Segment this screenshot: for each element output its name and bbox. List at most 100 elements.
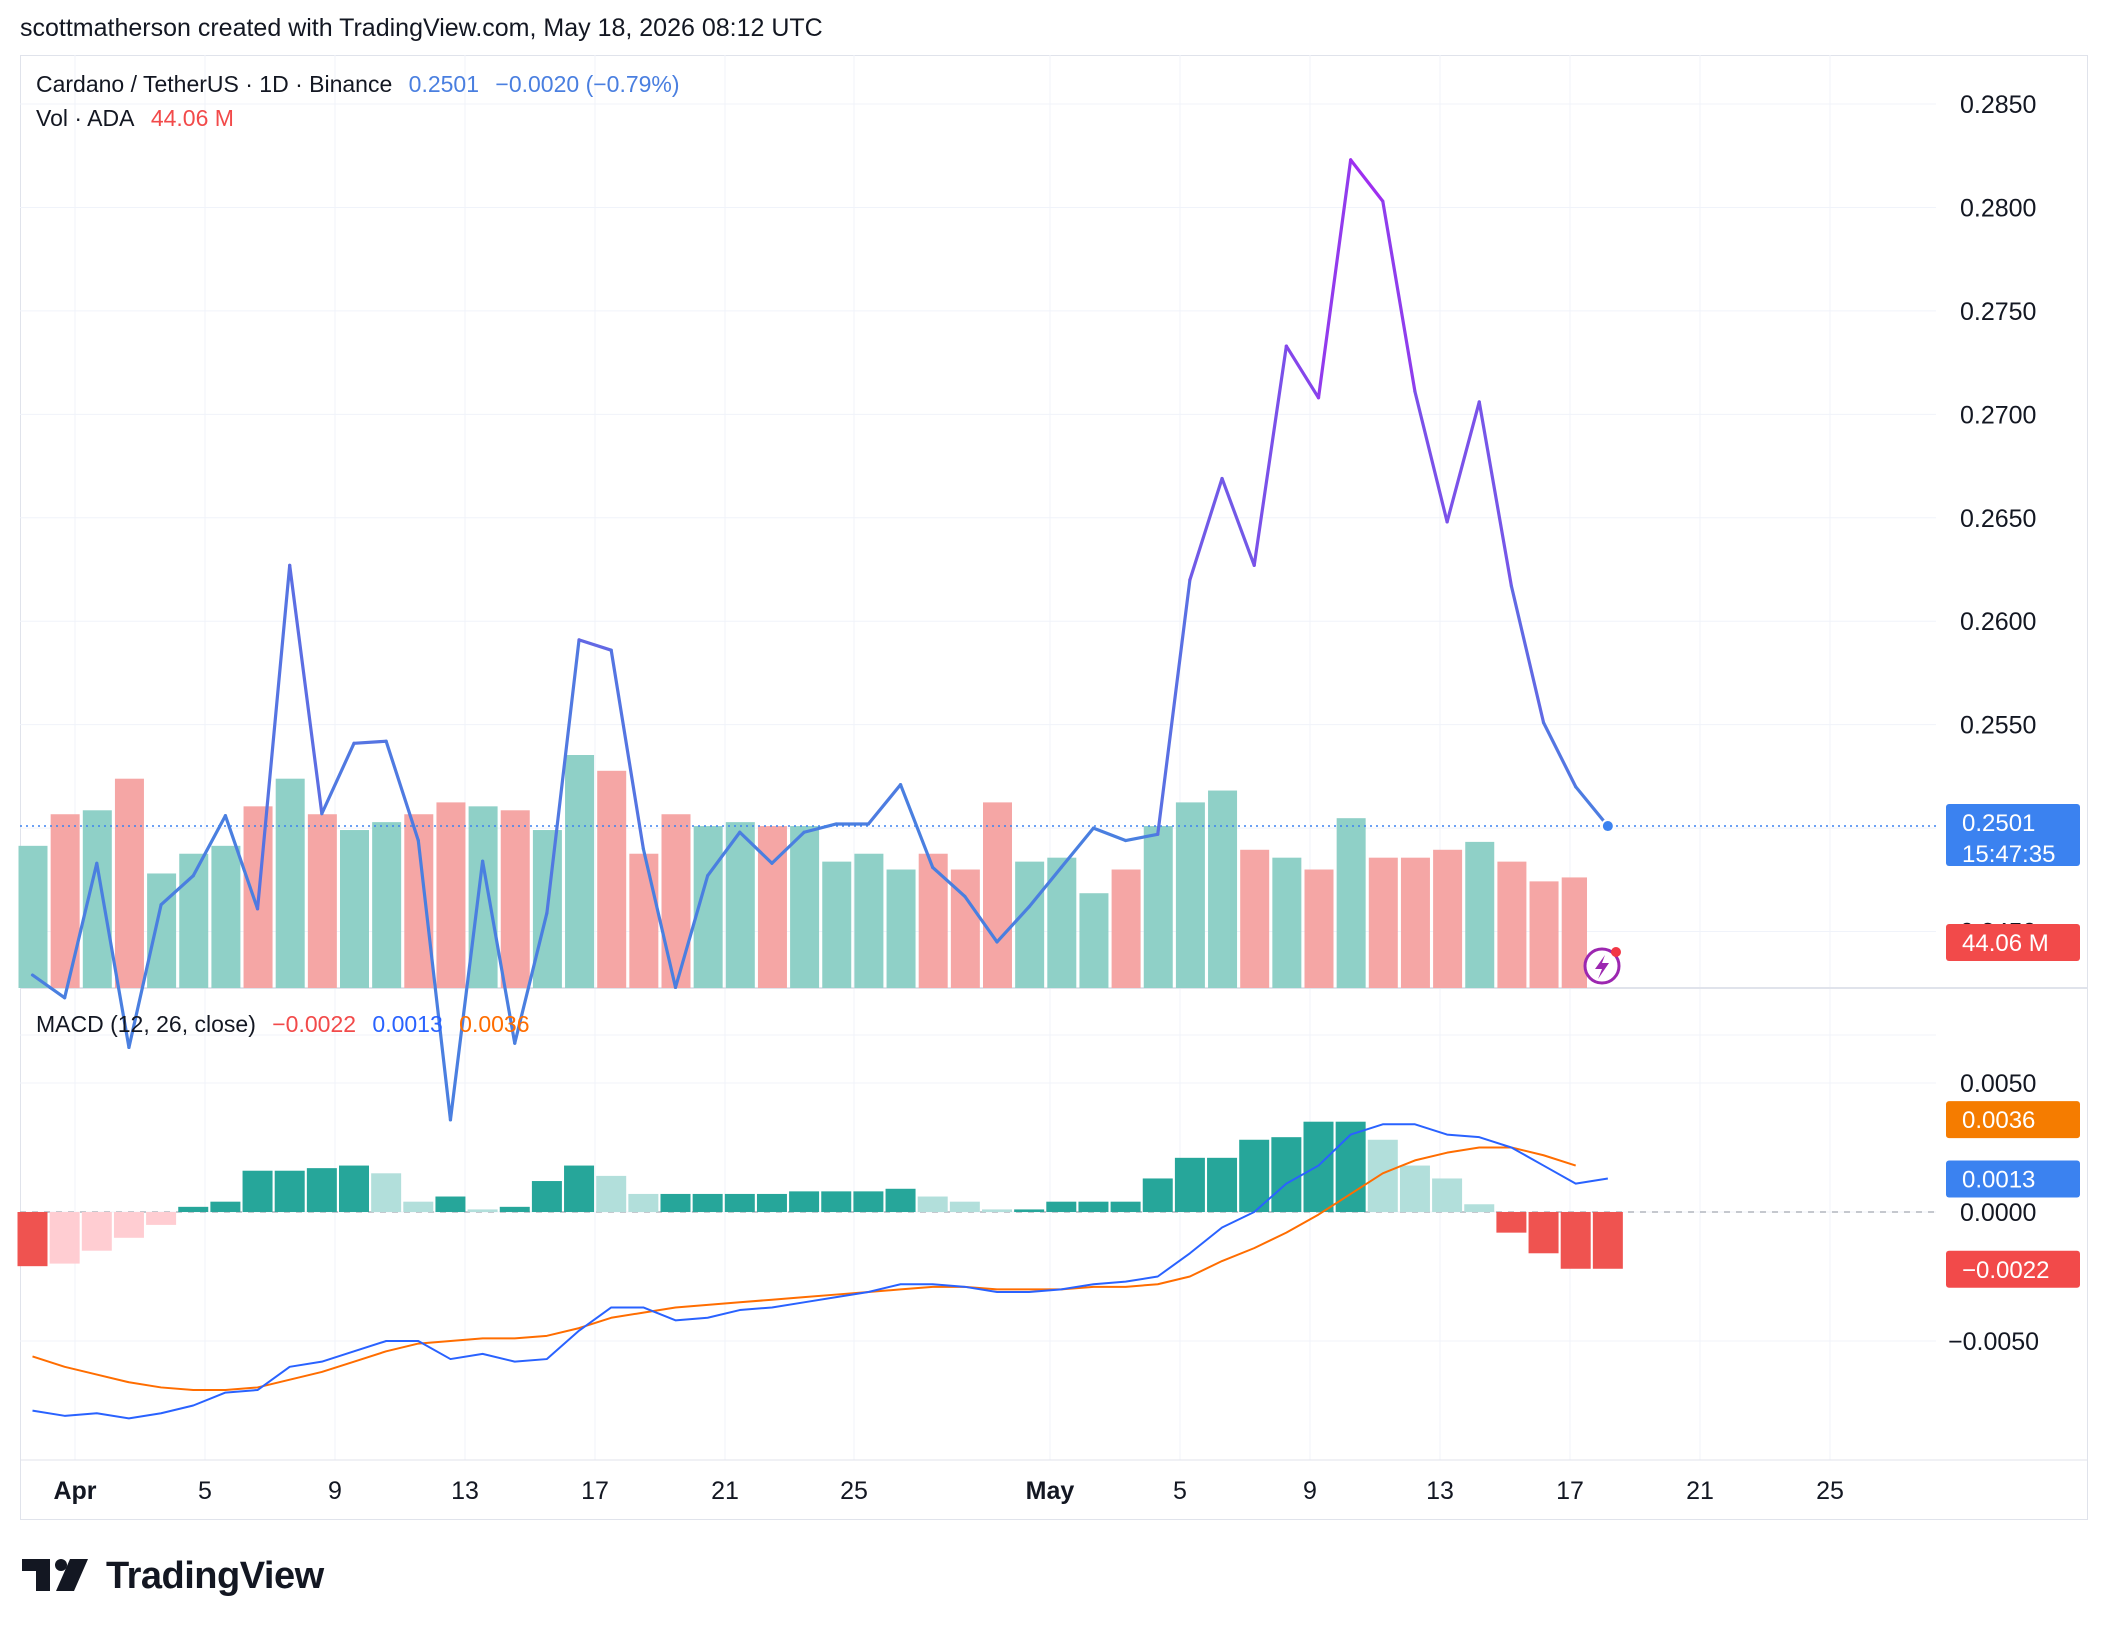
macd-histogram-bar <box>1432 1178 1463 1212</box>
time-axis-label: 25 <box>1816 1477 1844 1505</box>
price-line-segment <box>223 814 260 911</box>
price-line-segment <box>1445 400 1481 524</box>
macd-histogram-bar <box>1142 1178 1173 1212</box>
histogram-tag: −0.0022 <box>1946 1250 2080 1288</box>
volume-bar <box>147 873 177 988</box>
price-line-segment <box>1091 826 1128 843</box>
price-axis-label: 0.2850 <box>1960 91 2036 119</box>
price-line-segment <box>127 903 163 1050</box>
brand-name: TradingView <box>106 1555 324 1597</box>
macd-histogram-bar <box>1110 1201 1141 1212</box>
macd-histogram-bar <box>1174 1157 1205 1212</box>
volume-bar <box>1465 841 1495 988</box>
macd-histogram-bar <box>692 1193 723 1212</box>
lightning-icon-bolt <box>1595 955 1609 979</box>
volume-bar <box>1497 861 1527 988</box>
signal-line <box>32 1146 1577 1392</box>
price-line-segment <box>1027 865 1063 909</box>
price-line-segment <box>384 739 420 843</box>
last-price-tag: 0.2501 15:47:35 <box>1946 804 2080 868</box>
macd-histogram-bar <box>371 1173 402 1212</box>
macd-histogram-bar <box>660 1193 691 1212</box>
volume-bar <box>565 755 595 988</box>
price-line-segment <box>63 861 99 1000</box>
lightning-icon[interactable] <box>1583 947 1621 985</box>
price-line-segment <box>191 814 227 878</box>
macd-histogram-bar <box>49 1212 80 1264</box>
signal-tag: 0.0036 <box>1946 1101 2080 1139</box>
volume-bar <box>983 802 1012 988</box>
price-line-segment <box>159 874 195 907</box>
price-line-segment <box>1349 158 1385 203</box>
macd-histogram-bar <box>949 1201 980 1212</box>
time-axis-label: 13 <box>1426 1477 1454 1505</box>
volume-bar <box>1143 826 1173 988</box>
price-axis-label: 0.2700 <box>1960 401 2036 429</box>
price-line-segment <box>288 563 324 816</box>
price-line-segment <box>1477 400 1514 588</box>
time-axis-label: 17 <box>1556 1477 1584 1505</box>
macd-histogram-bar <box>756 1193 787 1212</box>
macd-line <box>32 1123 1609 1420</box>
macd-histogram-bar <box>178 1206 209 1212</box>
price-axis-label: 0.2650 <box>1960 505 2036 533</box>
macd-line-value: 0.0013 <box>372 1011 443 1037</box>
macd-axis-label: −0.0050 <box>1948 1328 2039 1356</box>
price-line-segment <box>481 859 517 1045</box>
macd-histogram-bar <box>1078 1201 1109 1212</box>
macd-histogram-bar <box>435 1196 466 1212</box>
macd-tag-text: 0.0013 <box>1962 1166 2035 1193</box>
price-axis-label: 0.2800 <box>1960 194 2036 222</box>
tradingview-logo[interactable]: TradingView <box>22 1555 324 1598</box>
volume-bar <box>340 830 369 988</box>
macd-histogram-bar <box>81 1212 112 1251</box>
volume-bar <box>790 826 820 988</box>
macd-histogram-bar <box>499 1206 530 1212</box>
volume-bar <box>1175 802 1205 988</box>
macd-histogram-bar <box>306 1168 337 1212</box>
macd-histogram-bar <box>628 1193 659 1212</box>
histogram-tag-bg <box>1946 1250 2080 1288</box>
macd-axis-label: 0.0050 <box>1960 1070 2036 1098</box>
macd-histogram-bar <box>1014 1209 1045 1212</box>
price-line-segment <box>866 783 903 826</box>
time-axis-label: 25 <box>840 1477 868 1505</box>
chart-canvas[interactable]: 0.24500.25000.25500.26000.26500.27000.27… <box>0 0 2108 1520</box>
time-axis-label: 5 <box>1173 1477 1187 1505</box>
volume-bar <box>18 845 48 988</box>
macd-histogram-bar <box>1592 1212 1623 1269</box>
time-axis-label: 21 <box>711 1477 739 1505</box>
volume-bar <box>275 778 305 988</box>
last-price-tag-text: 15:47:35 <box>1962 841 2055 868</box>
macd-histogram-bar <box>596 1175 627 1212</box>
price-line-segment <box>1381 199 1417 394</box>
volume-bar <box>1111 869 1141 988</box>
chart-frame <box>20 55 2088 1520</box>
price-line-segment <box>1316 158 1353 400</box>
volume-bar <box>1368 857 1398 988</box>
last-price-marker <box>1600 819 1615 834</box>
volume-bar <box>918 853 948 988</box>
symbol-legend: Cardano / TetherUS · 1D · Binance 0.2501… <box>36 71 690 98</box>
volume-bar <box>629 853 659 988</box>
volume-bar <box>822 861 852 988</box>
price-axis-label: 0.2750 <box>1960 298 2036 326</box>
tradingview-logo-icon <box>22 1558 88 1591</box>
macd-histogram-bar <box>339 1165 369 1212</box>
macd-histogram-bar <box>17 1212 48 1267</box>
volume-bar <box>1433 849 1463 988</box>
price-line-segment <box>995 905 1031 944</box>
time-axis-label: Apr <box>53 1477 96 1505</box>
volume-tag-bg <box>1946 924 2080 961</box>
macd-histogram-bar <box>724 1193 755 1212</box>
macd-legend: MACD (12, 26, close) −0.0022 0.0013 0.00… <box>36 1011 540 1038</box>
price-line-segment <box>1188 476 1224 582</box>
macd-signal-value: 0.0036 <box>459 1011 530 1037</box>
price-line-segment <box>1413 389 1449 524</box>
price-line-segment <box>1123 832 1160 843</box>
macd-histogram-bar <box>1367 1139 1398 1212</box>
price-line-segment <box>1252 344 1288 567</box>
volume-tag-text: 44.06 M <box>1962 930 2049 957</box>
signal-tag-text: 0.0036 <box>1962 1107 2035 1134</box>
price-line-segment <box>1156 578 1192 836</box>
